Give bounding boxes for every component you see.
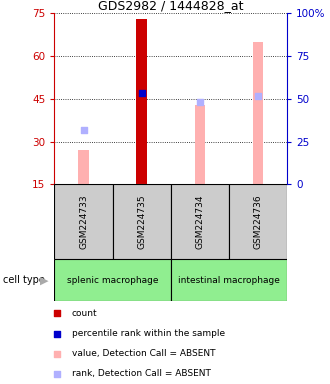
- Text: percentile rank within the sample: percentile rank within the sample: [72, 329, 225, 338]
- Text: ▶: ▶: [40, 275, 49, 285]
- Bar: [195, 104, 205, 184]
- Text: GSM224735: GSM224735: [137, 194, 146, 249]
- Bar: [78, 150, 89, 184]
- Bar: [171, 259, 287, 301]
- Point: [139, 90, 144, 96]
- Point: [55, 351, 60, 357]
- Text: splenic macrophage: splenic macrophage: [67, 276, 158, 285]
- Point: [81, 127, 86, 133]
- Text: GSM224733: GSM224733: [79, 194, 88, 249]
- Bar: [229, 184, 287, 259]
- Bar: [113, 184, 171, 259]
- Point: [55, 371, 60, 377]
- Point: [55, 310, 60, 316]
- Text: count: count: [72, 309, 97, 318]
- Bar: [171, 184, 229, 259]
- Text: GSM224734: GSM224734: [195, 195, 204, 249]
- Bar: [253, 42, 263, 184]
- Text: GSM224736: GSM224736: [253, 194, 263, 249]
- Point: [255, 93, 261, 99]
- Text: cell type: cell type: [3, 275, 45, 285]
- Text: value, Detection Call = ABSENT: value, Detection Call = ABSENT: [72, 349, 215, 358]
- Bar: [54, 259, 171, 301]
- Point: [55, 331, 60, 337]
- Bar: [54, 184, 113, 259]
- Text: intestinal macrophage: intestinal macrophage: [178, 276, 280, 285]
- Point: [197, 99, 203, 105]
- Bar: [137, 19, 147, 184]
- Title: GDS2982 / 1444828_at: GDS2982 / 1444828_at: [98, 0, 244, 12]
- Text: rank, Detection Call = ABSENT: rank, Detection Call = ABSENT: [72, 369, 211, 378]
